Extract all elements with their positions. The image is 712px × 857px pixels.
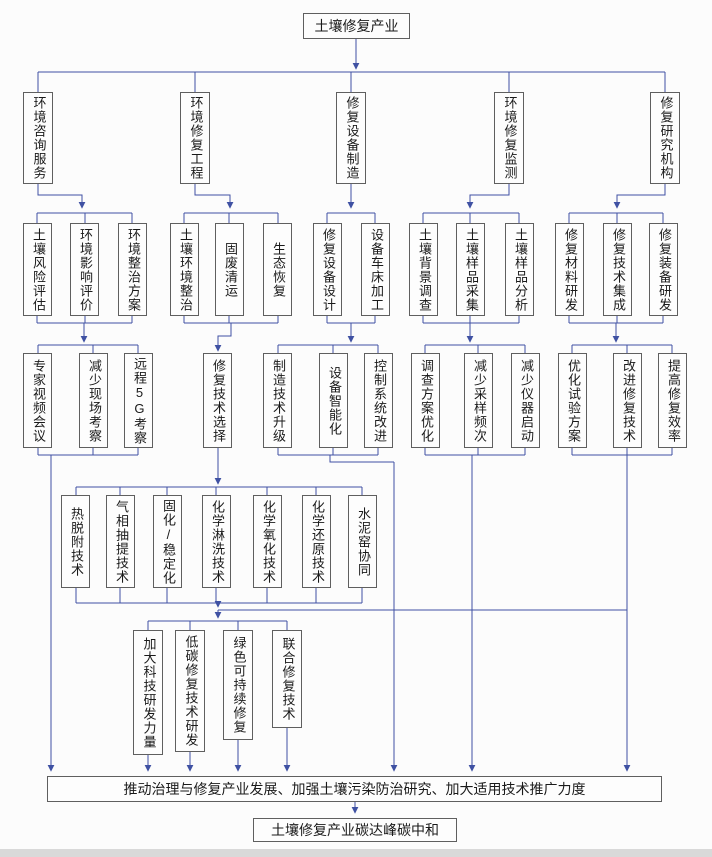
outcome-node: 调查方案优化: [411, 353, 440, 448]
tech-node: 化学还原技术: [302, 495, 331, 588]
child-node: 修复技术集成: [603, 223, 632, 316]
tech-node: 化学淋洗技术: [202, 495, 231, 588]
tech-node: 固化/稳定化: [153, 495, 182, 588]
outcome-node: 修复技术选择: [203, 353, 232, 448]
tech-node: 水泥窑协同: [348, 495, 377, 588]
child-node: 固废清运: [215, 223, 244, 316]
outcome-node: 专家视频会议: [23, 353, 52, 448]
outcome-node: 减少现场考察: [79, 353, 108, 448]
goal-node: 土壤修复产业碳达峰碳中和: [253, 818, 457, 842]
tech-node: 热脱附技术: [61, 495, 90, 588]
outcome-node: 提高修复效率: [658, 353, 687, 448]
strategy-node: 绿色可持续修复: [223, 630, 253, 740]
branch-node-consulting: 环境咨询服务: [23, 92, 53, 184]
child-node: 土壤风险评估: [23, 223, 52, 316]
branch-node-equipment: 修复设备制造: [336, 92, 366, 184]
branch-node-research: 修复研究机构: [650, 92, 680, 184]
strategy-node: 低碳修复技术研发: [175, 630, 205, 752]
child-node: 土壤样品分析: [505, 223, 534, 316]
branch-node-engineering: 环境修复工程: [180, 92, 210, 184]
child-node: 修复设备设计: [313, 223, 342, 316]
outcome-node: 设备智能化: [319, 353, 348, 448]
summary-node: 推动治理与修复产业发展、加强土壤污染防治研究、加大适用技术推广力度: [47, 776, 662, 802]
page-bottom-edge: [0, 849, 712, 857]
child-node: 设备车床加工: [361, 223, 390, 316]
child-node: 修复材料研发: [555, 223, 584, 316]
root-node: 土壤修复产业: [303, 13, 410, 39]
outcome-node: 减少仪器启动: [511, 353, 540, 448]
tech-node: 气相抽提技术: [106, 495, 135, 588]
child-node: 环境影响评价: [70, 223, 99, 316]
outcome-node: 优化试验方案: [558, 353, 587, 448]
child-node: 土壤环境整治: [170, 223, 199, 316]
strategy-node: 加大科技研发力量: [133, 630, 163, 755]
tech-node: 化学氧化技术: [253, 495, 282, 588]
outcome-node: 改进修复技术: [613, 353, 642, 448]
child-node: 土壤样品采集: [456, 223, 485, 316]
branch-node-monitoring: 环境修复监测: [494, 92, 524, 184]
outcome-node: 减少采样频次: [464, 353, 493, 448]
outcome-node: 制造技术升级: [263, 353, 292, 448]
child-node: 土壤背景调查: [409, 223, 438, 316]
child-node: 修复装备研发: [649, 223, 678, 316]
outcome-node: 控制系统改进: [364, 353, 393, 448]
outcome-node: 远程5G考察: [124, 353, 153, 448]
strategy-node: 联合修复技术: [272, 630, 302, 728]
child-node: 生态恢复: [263, 223, 292, 316]
child-node: 环境整治方案: [118, 223, 147, 316]
